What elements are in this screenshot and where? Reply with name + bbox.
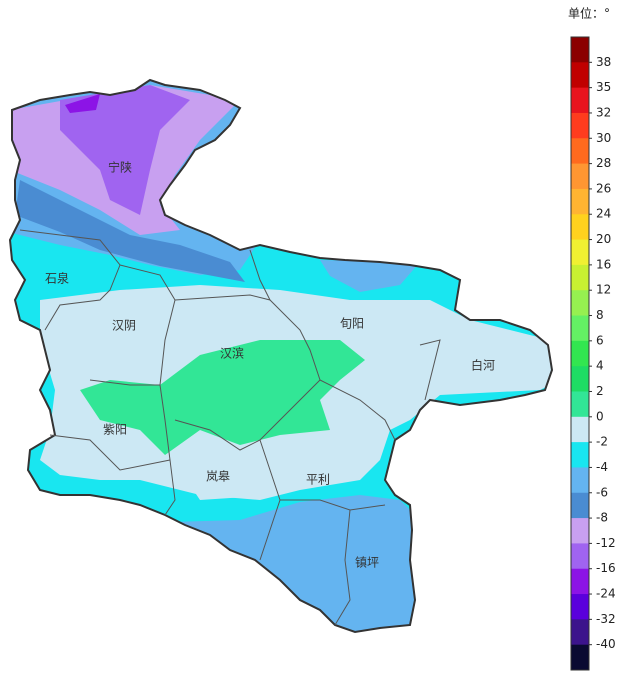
place-label: 白河: [471, 358, 495, 373]
legend-swatch: [571, 112, 589, 139]
legend-label: 24: [596, 207, 611, 221]
legend-swatch: [571, 163, 589, 190]
legend-swatch: [571, 467, 589, 494]
boundary: [419, 339, 441, 401]
legend-label: -32: [596, 612, 616, 626]
boundary: [19, 229, 121, 331]
boundary: [319, 379, 396, 441]
unit-label: 单位：°: [568, 6, 610, 21]
legend-label: -6: [596, 485, 608, 499]
legend-swatch: [571, 518, 589, 544]
place-label: 岚皋: [206, 469, 230, 484]
boundary: [89, 379, 160, 386]
boundary: [174, 294, 321, 451]
legend-swatch: [571, 188, 589, 215]
legend-label: -12: [596, 536, 616, 550]
legend-label: 4: [596, 359, 604, 373]
zone: [65, 94, 100, 113]
legend-swatch: [571, 62, 589, 89]
legend-label: 6: [596, 333, 604, 347]
legend-swatch: [571, 391, 589, 418]
county-boundaries: [19, 229, 441, 626]
place-label: 宁陕: [108, 160, 132, 175]
legend-label: 16: [596, 257, 611, 271]
legend-swatch: [571, 543, 589, 570]
place-label: 旬阳: [340, 317, 364, 331]
legend-swatch: [571, 619, 589, 646]
boundary: [249, 249, 271, 301]
legend-label: 38: [596, 55, 611, 69]
legend-label: 32: [596, 105, 611, 119]
legend-swatch: [571, 568, 589, 595]
place-labels: 宁陕 石泉 汉阴 汉滨 旬阳 白河 紫阳 岚皋 平利 镇坪: [45, 160, 495, 570]
legend-label: 20: [596, 232, 611, 246]
zone: [180, 460, 275, 500]
legend: 3835323028262420161286420-2-4-6-8-12-16-…: [570, 36, 616, 671]
legend-swatch: [571, 315, 589, 342]
legend-label: 35: [596, 80, 611, 94]
boundary: [334, 509, 351, 626]
legend-label: -40: [596, 637, 616, 651]
zone: [60, 85, 190, 215]
place-label: 汉阴: [112, 319, 136, 333]
legend-swatch: [571, 214, 589, 241]
legend-label: -16: [596, 561, 616, 575]
legend-swatch: [571, 239, 589, 266]
legend-swatch: [571, 644, 589, 671]
boundary: [49, 434, 171, 471]
legend-swatch: [571, 366, 589, 392]
legend-swatch: [571, 138, 589, 165]
legend-label: 2: [596, 384, 604, 398]
boundary: [280, 499, 386, 511]
legend-label: 0: [596, 409, 604, 423]
legend-label: -8: [596, 511, 608, 525]
temperature-field: [10, 80, 552, 632]
zone: [15, 180, 245, 282]
legend-label: -24: [596, 587, 616, 601]
legend-label: 30: [596, 131, 611, 145]
place-label: 石泉: [45, 272, 69, 286]
legend-label: 26: [596, 181, 611, 195]
legend-swatch: [571, 442, 589, 468]
place-label: 镇坪: [355, 556, 379, 570]
legend-swatch: [571, 87, 589, 114]
legend-frame: [570, 36, 590, 671]
legend-swatch: [571, 264, 589, 291]
zone: [80, 340, 365, 455]
place-label: 紫阳: [103, 423, 127, 437]
place-label: 汉滨: [220, 346, 244, 361]
legend-label: 28: [596, 156, 611, 170]
legend-swatch: [571, 416, 589, 443]
legend-label: -4: [596, 460, 608, 474]
legend-swatch: [571, 290, 589, 317]
place-label: 平利: [306, 473, 330, 487]
zone: [170, 495, 420, 632]
legend-label: 12: [596, 283, 611, 297]
legend-label: 8: [596, 308, 604, 322]
zone: [320, 260, 420, 292]
legend-label: -2: [596, 435, 608, 449]
legend-swatch: [571, 594, 589, 620]
map-outline: [8, 78, 554, 634]
legend-swatch: [571, 340, 589, 367]
legend-swatch: [571, 492, 589, 519]
legend-swatch: [571, 37, 589, 63]
